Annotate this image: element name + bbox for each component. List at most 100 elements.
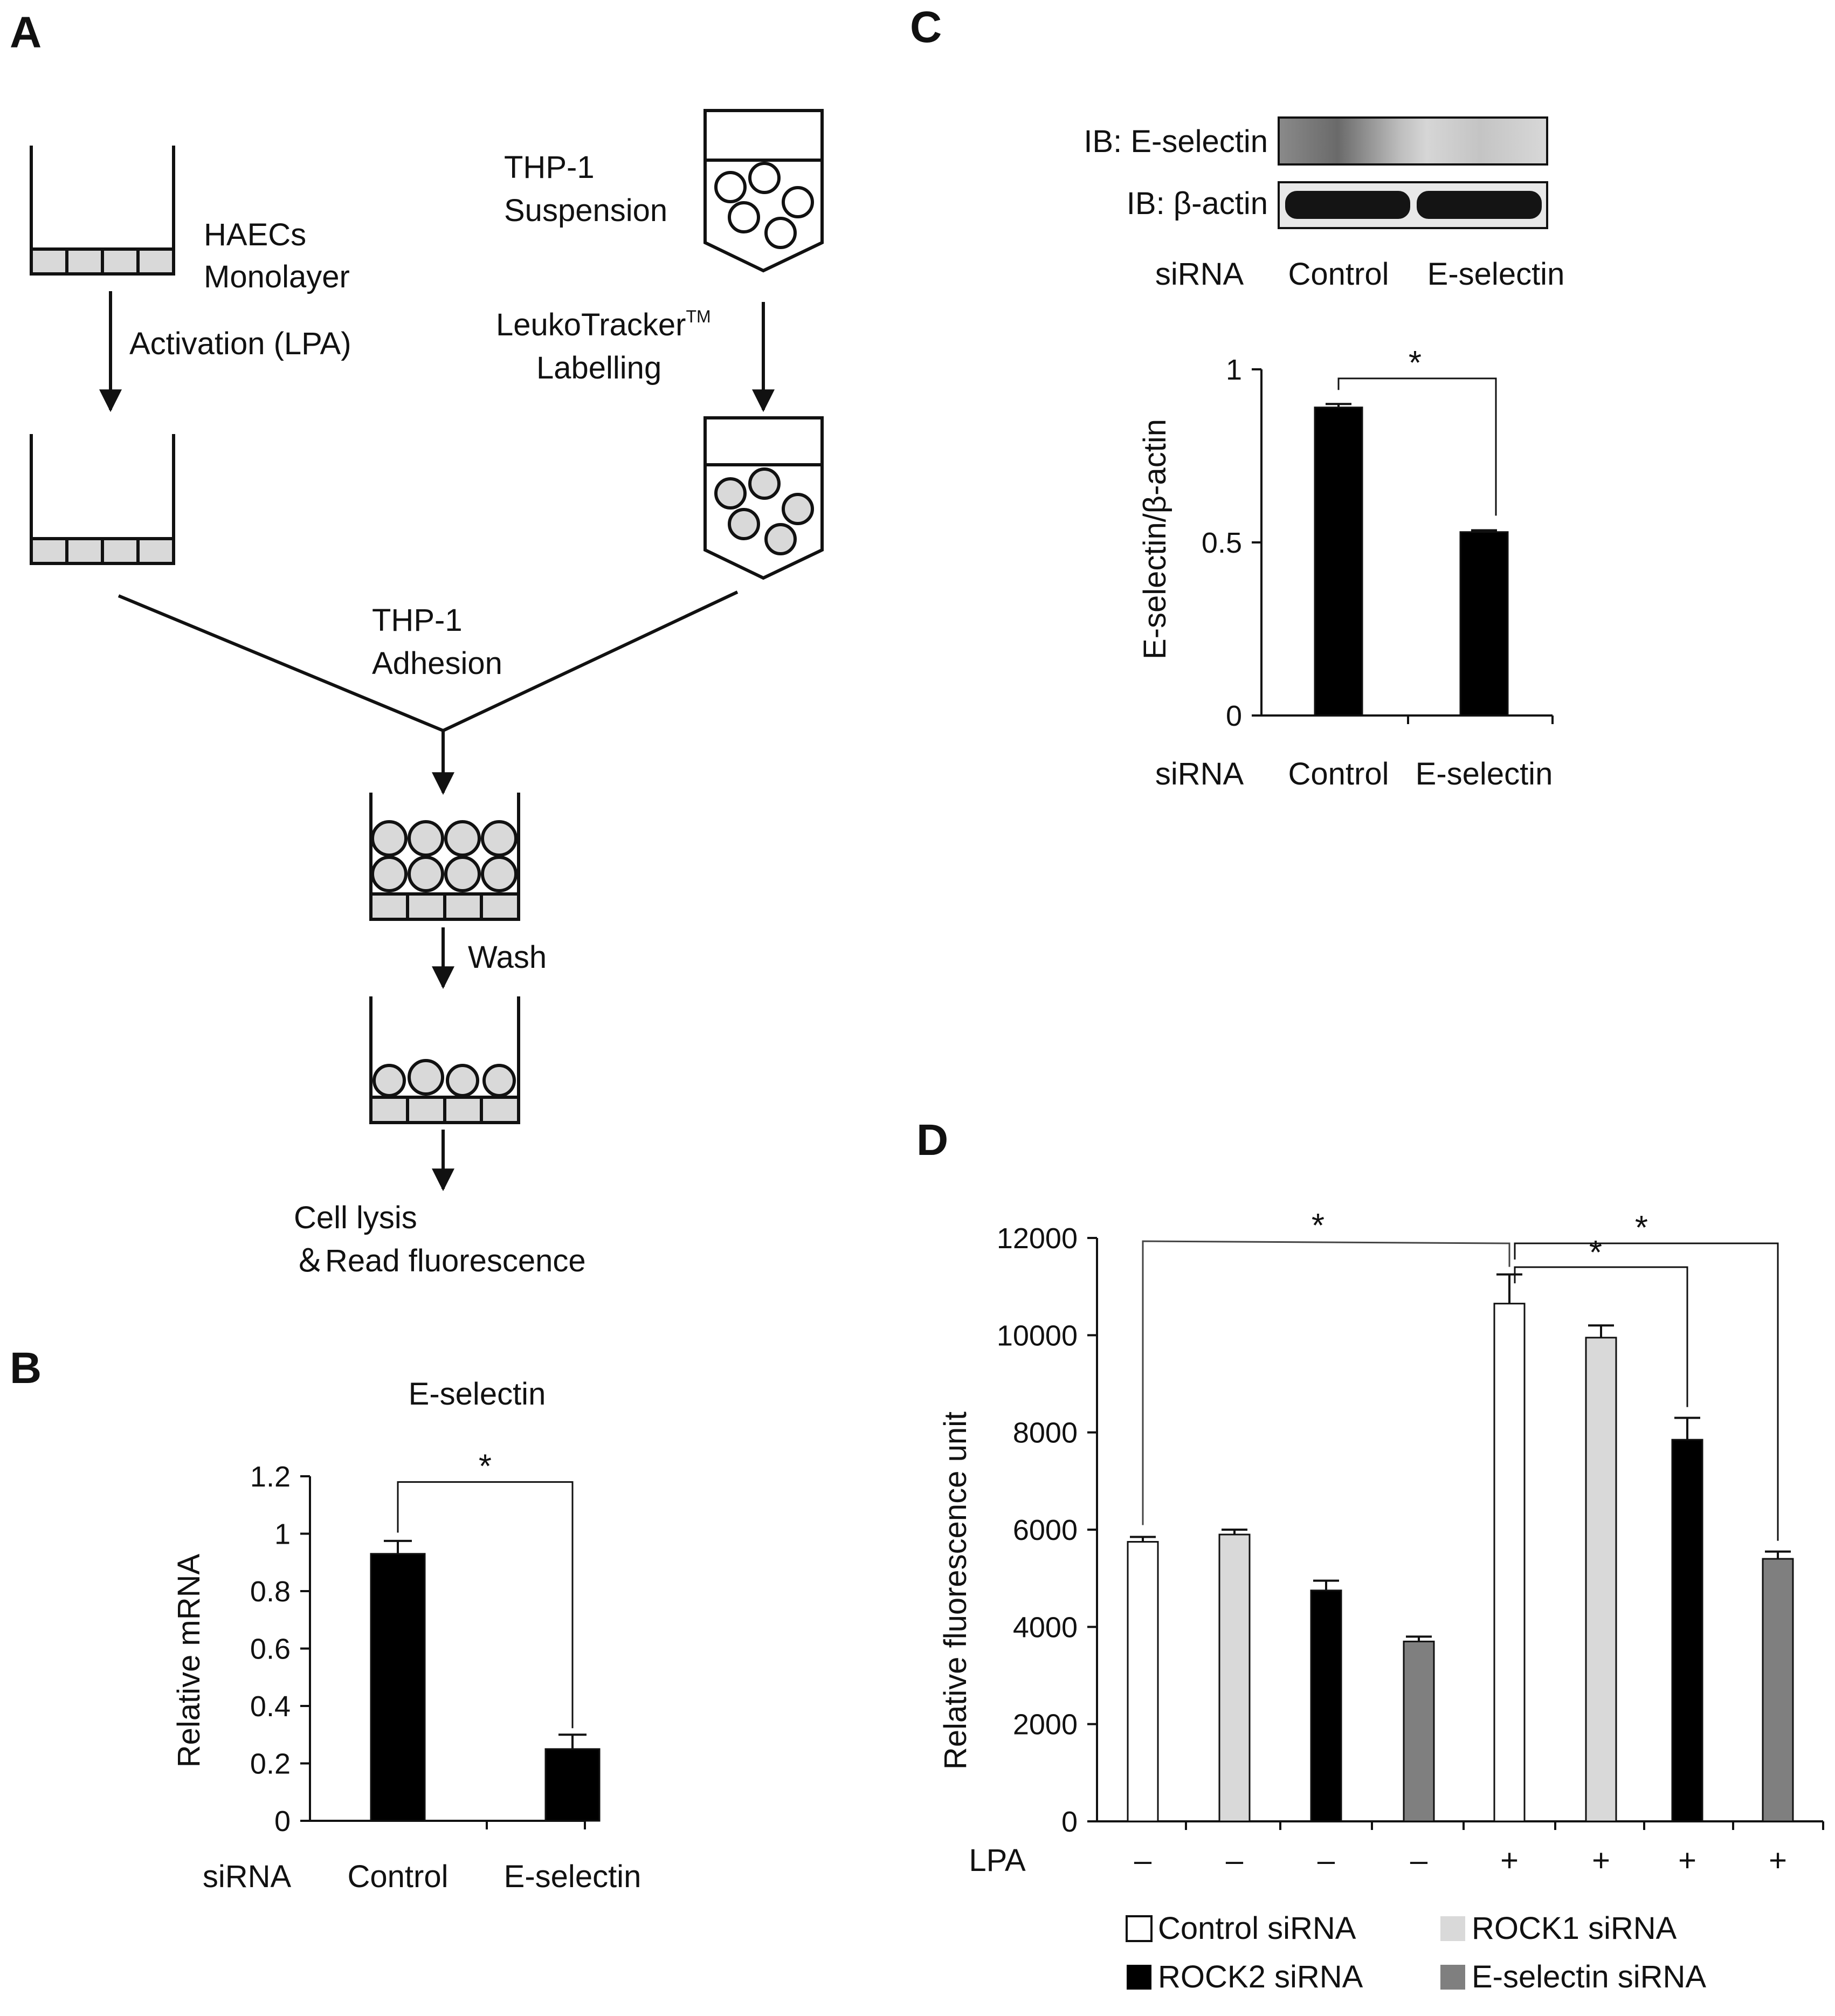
leuko-tm: TM (686, 307, 710, 326)
y-tick-label: 0 (274, 1805, 291, 1838)
thp1-tube-labelled (703, 416, 824, 580)
panel-letter-b: B (10, 1344, 42, 1393)
bar (1218, 1533, 1251, 1822)
panel-b: B E-selectin Relative mRNA siRNA 0 0.2 0.4… (10, 1344, 641, 1894)
x-category-label: E-selectin (504, 1859, 641, 1894)
bar (1459, 531, 1509, 717)
x-category-label: Control (1288, 756, 1389, 792)
blot-lane-eselectin: E-selectin (1427, 257, 1565, 292)
converge-line-left (118, 594, 444, 732)
blot-actin-band-eselectin (1417, 191, 1542, 219)
lpa-sign: + (1769, 1843, 1787, 1878)
chart-c-plot: 0 0.5 1 Control E-selectin * (1202, 345, 1554, 792)
chart-b-plot: 0 0.2 0.4 0.6 0.8 1 1.2 Control E-selectin * (250, 1448, 641, 1894)
y-tick-label: 4000 (1013, 1611, 1078, 1643)
y-tick-label: 0.2 (250, 1748, 291, 1780)
y-tick-label: 8000 (1013, 1417, 1078, 1449)
blot-lane-control: Control (1288, 257, 1389, 292)
significance-star: * (1312, 1207, 1324, 1244)
y-tick-label: 2000 (1013, 1709, 1078, 1741)
bar (1314, 407, 1363, 717)
panel-a: A HAECs Monolayer Activation (LPA) (10, 8, 824, 1278)
bar (370, 1553, 426, 1822)
haecs-label-2: Monolayer (204, 259, 350, 294)
blot-label-actin: IB: β-actin (1127, 186, 1268, 221)
bar (1762, 1558, 1794, 1822)
blot-sirna-label: siRNA (1155, 257, 1244, 292)
y-tick-label: 1.2 (250, 1461, 291, 1493)
western-blot (1278, 116, 1548, 229)
y-tick-label: 6000 (1013, 1514, 1078, 1546)
y-tick-label: 1 (1226, 354, 1242, 386)
leuko-label-1: LeukoTrackerTM (496, 307, 711, 342)
bar (1493, 1303, 1526, 1822)
lpa-sign: – (1226, 1843, 1244, 1878)
significance-bracket (1514, 1266, 1688, 1407)
haecs-well-activated (30, 434, 175, 565)
y-tick-label: 0 (1061, 1806, 1078, 1838)
activation-label: Activation (LPA) (129, 326, 351, 361)
chart-d-legend: Control siRNA ROCK1 siRNA ROCK2 siRNA E-sel… (1126, 1911, 1706, 1994)
washed-well (369, 996, 520, 1124)
chart-d-ylabel: Relative fluorescence unit (938, 1412, 973, 1770)
adhesion-well (369, 793, 520, 921)
y-tick-label: 0.6 (250, 1633, 291, 1666)
y-tick-label: 0.4 (250, 1690, 291, 1723)
significance-bracket (397, 1481, 574, 1729)
blot-label-eselectin: IB: E-selectin (1084, 124, 1268, 159)
y-tick-label: 10000 (997, 1319, 1078, 1352)
legend-label: Control siRNA (1158, 1911, 1356, 1946)
panel-c: C IB: E-selectin IB: β-actin siRNA Contr… (910, 3, 1564, 792)
chart-c-xprefix: siRNA (1155, 756, 1244, 792)
lpa-sign: + (1500, 1843, 1519, 1878)
lpa-sign: + (1678, 1843, 1696, 1878)
bar (1403, 1640, 1435, 1822)
y-tick-label: 0.5 (1202, 527, 1242, 559)
thp1-label-2: Suspension (504, 193, 667, 228)
panel-d: D Relative fluorescence unit LPA 0 2000 40… (916, 1116, 1824, 1994)
wash-label: Wash (468, 940, 547, 975)
significance-bracket (1142, 1240, 1510, 1525)
leuko-label-2: Labelling (536, 350, 661, 386)
thp1-tube-unlabelled (703, 109, 824, 273)
y-tick-label: 0.8 (250, 1575, 291, 1608)
panel-letter-d: D (916, 1116, 948, 1165)
bar (1585, 1337, 1617, 1822)
legend-swatch (1127, 1965, 1151, 1990)
significance-star: * (479, 1448, 492, 1485)
legend-swatch (1440, 1965, 1465, 1990)
significance-star: * (1409, 345, 1422, 382)
significance-star: * (1589, 1234, 1602, 1271)
x-category-label: Control (348, 1859, 449, 1894)
adhesion-label-1: THP-1 (372, 603, 463, 638)
legend-swatch (1440, 1916, 1465, 1941)
chart-d-row-label: LPA (969, 1843, 1026, 1878)
chart-d-plot: 0 2000 4000 6000 8000 10000 12000 – – – – + + + + * * * (997, 1207, 1824, 1878)
legend-label: ROCK2 siRNA (1158, 1959, 1363, 1994)
converge-line-right (442, 590, 739, 732)
legend-label: E-selectin siRNA (1472, 1959, 1706, 1994)
lpa-sign: – (1410, 1843, 1428, 1878)
thp1-label-1: THP-1 (504, 150, 595, 185)
chart-c-ylabel: E-selectin/β-actin (1137, 419, 1172, 659)
significance-bracket (1514, 1242, 1779, 1541)
y-tick-label: 0 (1226, 700, 1242, 732)
haecs-label-1: HAECs (204, 217, 306, 252)
chart-b-title: E-selectin (409, 1377, 546, 1412)
lysis-label-1: Cell lysis (294, 1200, 417, 1235)
bar (1310, 1590, 1342, 1822)
blot-actin-band-control (1285, 191, 1410, 219)
lpa-sign: + (1592, 1843, 1610, 1878)
significance-bracket (1337, 377, 1497, 516)
adhesion-label-2: Adhesion (372, 646, 502, 681)
x-category-label: E-selectin (1416, 756, 1553, 792)
legend-label: ROCK1 siRNA (1472, 1911, 1677, 1946)
panel-letter-a: A (10, 8, 42, 57)
blot-eselectin-band (1278, 116, 1548, 166)
legend-swatch (1126, 1915, 1153, 1942)
lysis-label-2: ＆Read fluorescence (294, 1243, 586, 1278)
leuko-name: LeukoTracker (496, 307, 686, 342)
chart-b-ylabel: Relative mRNA (171, 1553, 206, 1767)
bar (1671, 1439, 1703, 1822)
